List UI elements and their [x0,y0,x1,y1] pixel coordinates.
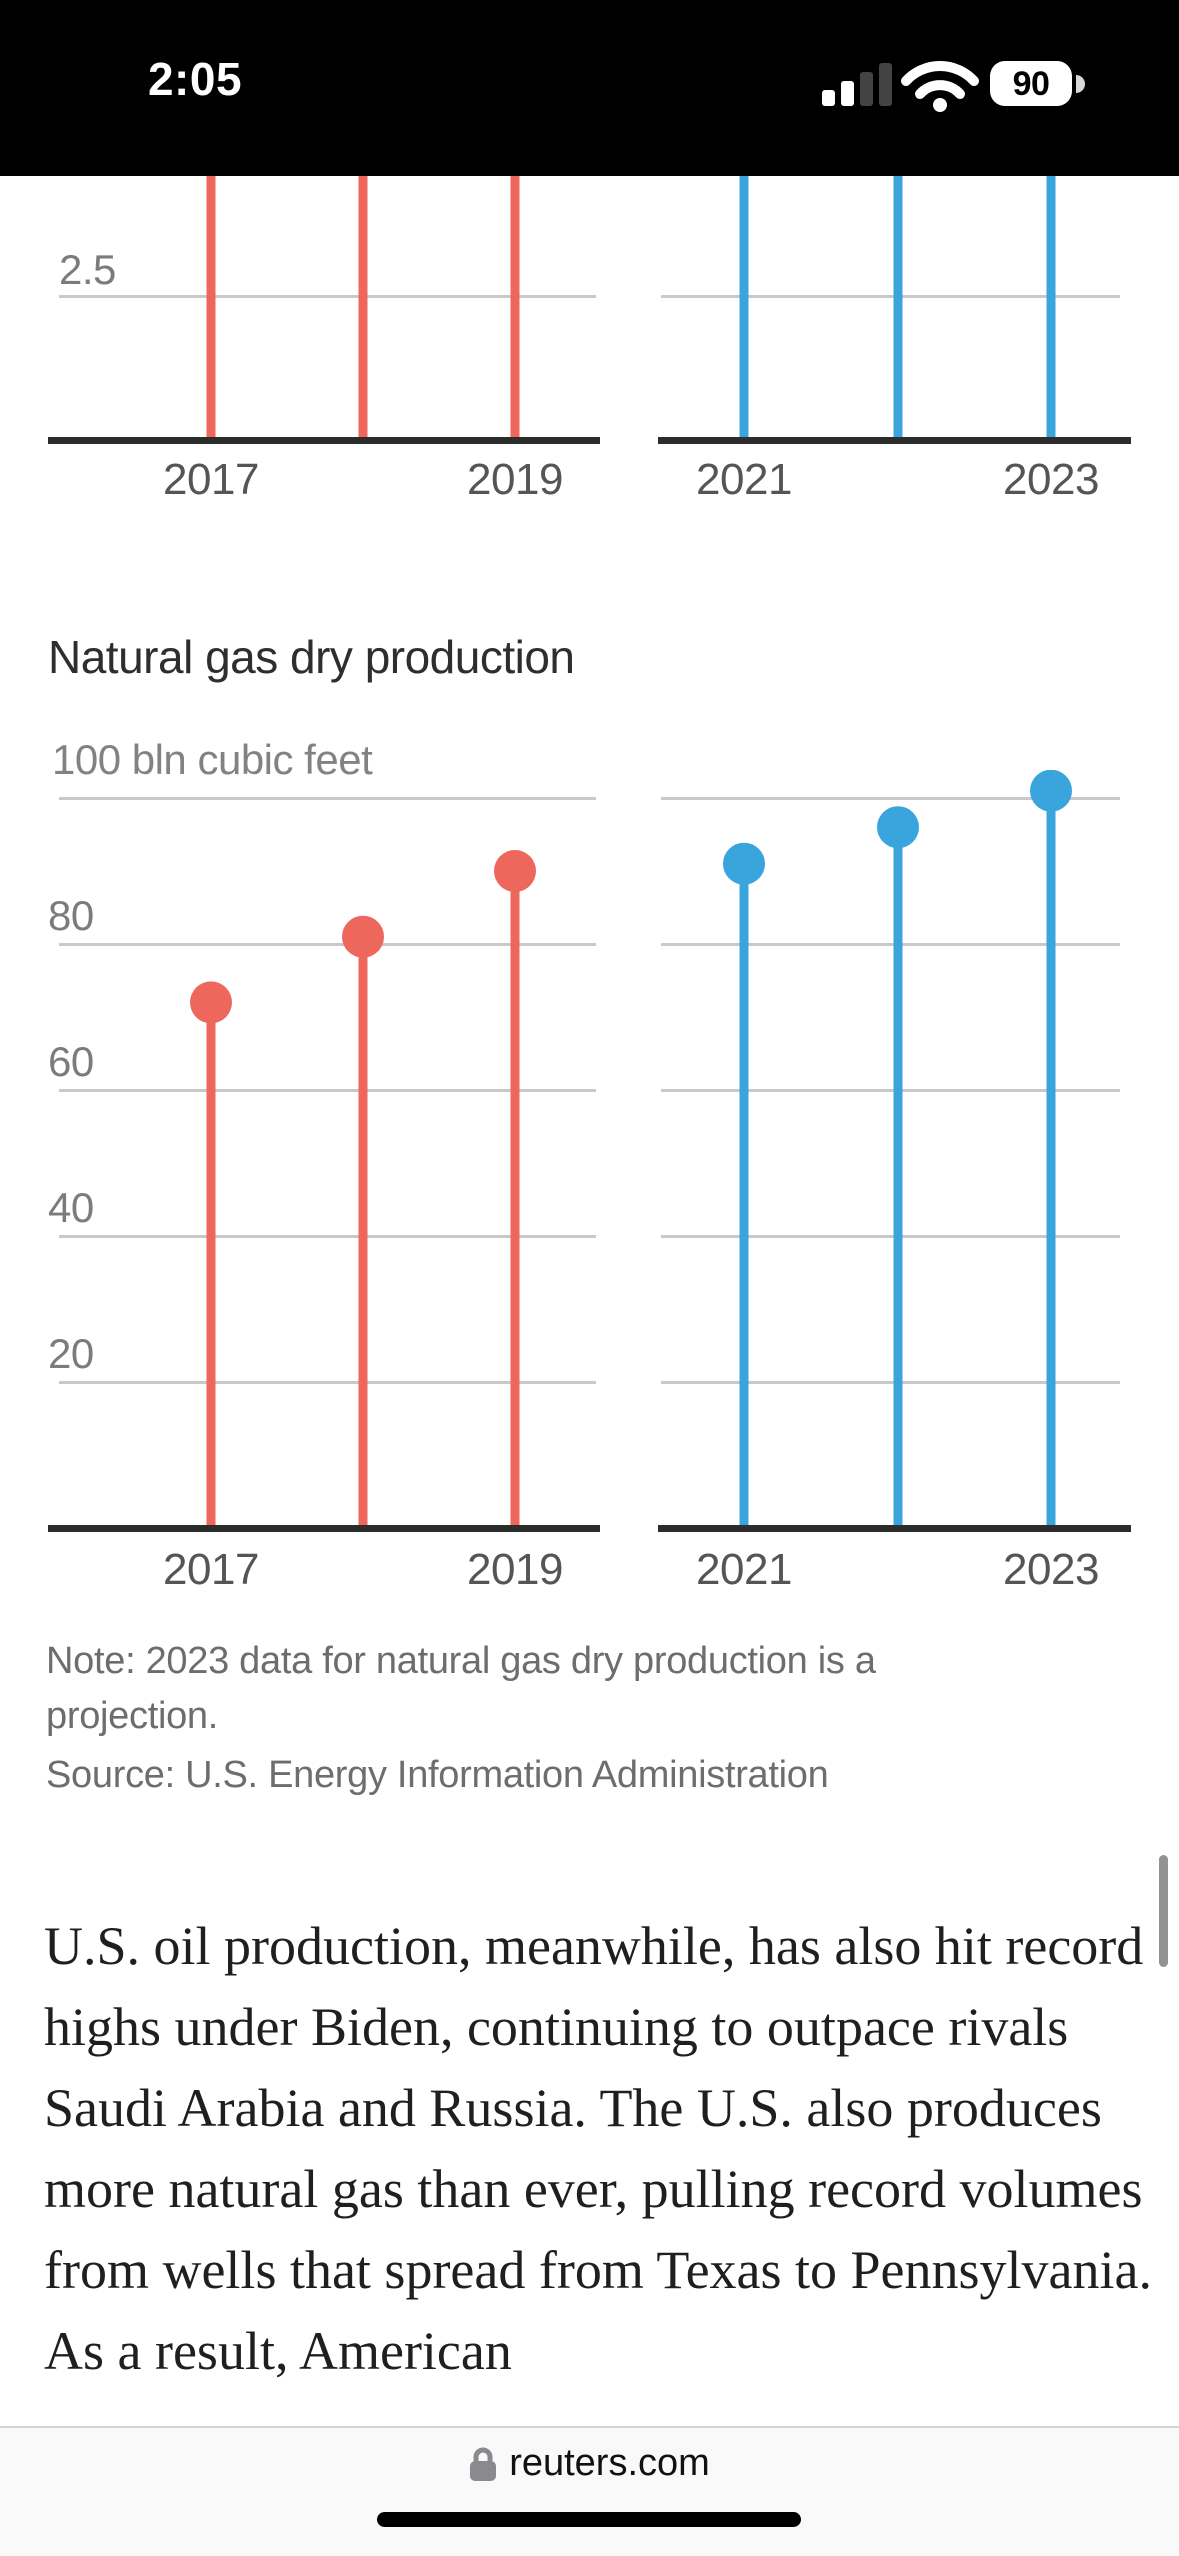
natural-gas-chart: 80 60 40 20 2017 2019 2021 2023 [48,770,1131,1594]
scrollbar-thumb[interactable] [1159,1855,1168,1967]
gridline-60 [59,1089,596,1092]
y-tick-label-20: 20 [48,1330,94,1377]
lollipop-stem-2018 [358,936,368,1525]
lollipop-stem-2022 [893,827,903,1525]
status-bar: 2:05 90 [0,0,1179,176]
article-paragraph: U.S. oil production, meanwhile, has also… [44,1916,1152,2381]
lollipop-dot-2017 [190,981,232,1024]
status-icons: 90 [822,60,1085,112]
lollipop-stem-2017 [206,1002,216,1525]
x-tick-label-2019: 2019 [467,455,563,504]
stem-2021 [739,176,749,438]
gridline-20 [59,1381,596,1384]
y-tick-label: 2.5 [59,246,116,293]
lollipop-dot-2018 [342,915,384,958]
lollipop-dot-2021 [723,842,765,885]
top-chart-cropped: 2.5 2017 2019 2021 2023 [48,176,1131,504]
chart-note: Note: 2023 data for natural gas dry prod… [46,1640,876,1737]
stem-2018 [358,176,368,438]
gridline-20 [661,1381,1120,1384]
x-axis [658,437,1131,444]
gridline-80 [59,943,596,946]
lollipop-stem-2021 [739,863,749,1525]
x-tick-label-2021: 2021 [696,1545,792,1594]
x-tick-label-2017: 2017 [163,1545,259,1594]
lollipop-dot-2023 [1030,770,1072,812]
gridline-100 [661,797,1120,800]
stem-2019 [510,176,520,438]
x-axis [658,1525,1131,1532]
chart-source: Source: U.S. Energy Information Administ… [46,1754,829,1796]
y-tick-label-80: 80 [48,892,94,939]
cellular-signal-icon [822,63,892,106]
stem-2022 [893,176,903,438]
lock-icon [470,2447,497,2481]
gridline-40 [59,1235,596,1238]
gridline-100 [59,797,596,800]
chart-unit-label: 100 bln cubic feet [52,736,373,783]
stem-2023 [1046,176,1056,438]
y-tick-label-40: 40 [48,1184,94,1231]
lollipop-dot-2019 [494,850,536,892]
x-tick-label-2021: 2021 [696,455,792,504]
gridline [59,295,596,298]
gridline-40 [661,1235,1120,1238]
x-axis [48,1525,600,1532]
gridline-80 [661,943,1120,946]
battery-percent: 90 [1013,65,1050,103]
y-tick-label-60: 60 [48,1038,94,1085]
url-row[interactable]: reuters.com [0,2442,1179,2485]
x-tick-label-2019: 2019 [467,1545,563,1594]
url-domain[interactable]: reuters.com [509,2442,710,2484]
gridline [661,295,1120,298]
x-tick-label-2023: 2023 [1003,1545,1099,1594]
x-tick-label-2023: 2023 [1003,455,1099,504]
wifi-icon [901,60,979,112]
battery-icon: 90 [990,61,1085,106]
stem-2017 [206,176,216,438]
x-tick-label-2017: 2017 [163,455,259,504]
lollipop-dot-2022 [877,806,919,849]
lollipop-stem-2019 [510,871,520,1525]
browser-address-bar[interactable]: reuters.com [0,2426,1179,2556]
home-indicator[interactable] [377,2512,801,2527]
gridline-60 [661,1089,1120,1092]
lollipop-stem-2023 [1046,790,1056,1525]
clock: 2:05 [147,53,243,105]
x-axis [48,437,600,444]
chart-title: Natural gas dry production [48,631,575,683]
